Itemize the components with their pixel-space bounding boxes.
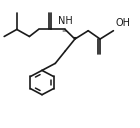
Text: OH: OH [115, 18, 130, 28]
Text: =: = [62, 30, 67, 35]
Text: NH: NH [58, 16, 73, 26]
